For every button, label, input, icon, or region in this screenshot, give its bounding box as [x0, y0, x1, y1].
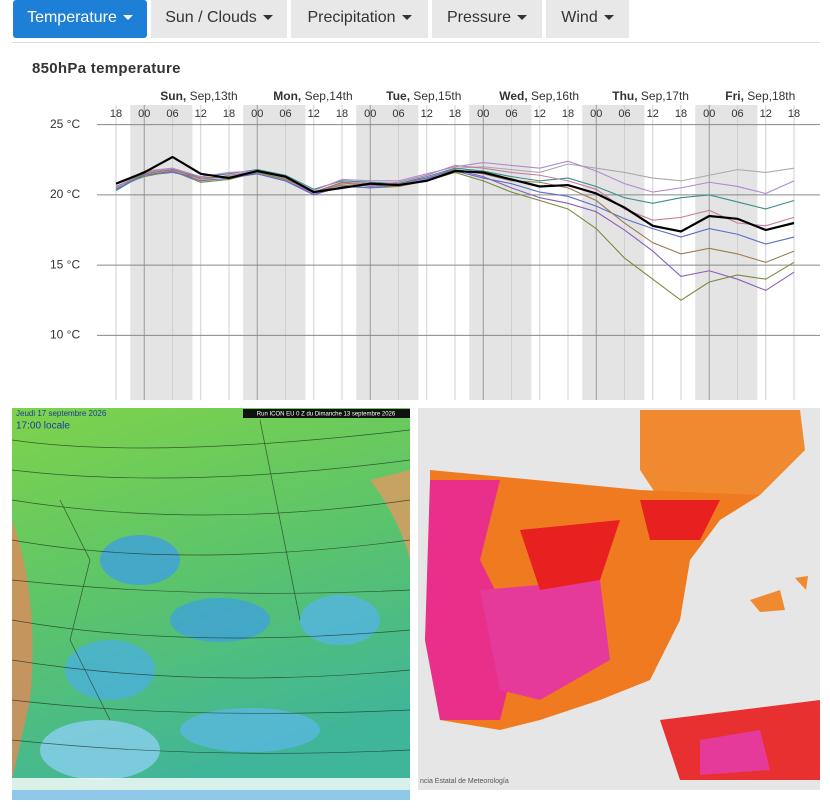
x-tick-label: 12: [195, 108, 207, 120]
series-line: [115, 160, 795, 195]
map-credit: ncia Estatal de Meteorología: [420, 778, 509, 785]
tab[interactable]: Wind: [546, 0, 629, 38]
map-time: 17:00 locale: [16, 421, 70, 432]
day-label: Wed, Sep,16th: [499, 89, 579, 103]
day-name: Mon,: [273, 89, 301, 103]
x-tick-label: 00: [138, 108, 150, 120]
x-tick-label: 06: [505, 108, 517, 120]
tab[interactable]: Precipitation: [291, 0, 428, 38]
day-label: Fri, Sep,18th: [725, 89, 795, 103]
x-tick-label: 18: [788, 108, 800, 120]
day-date: Sep,14th: [305, 89, 353, 103]
x-tick-label: 00: [477, 108, 489, 120]
tab-label: Pressure: [446, 9, 512, 26]
night-band: [469, 105, 532, 400]
y-tick-label: 25 °C: [50, 117, 80, 131]
day-date: Sep,17th: [641, 89, 689, 103]
night-band: [695, 105, 758, 400]
x-tick-label: 12: [647, 108, 659, 120]
temperature-map: ncia Estatal de Meteorología: [418, 408, 820, 790]
day-name: Sun,: [160, 89, 186, 103]
x-tick-label: 18: [336, 108, 348, 120]
tab-label: Sun / Clouds: [165, 9, 257, 26]
map-date: Jeudi 17 septembre 2026: [16, 409, 107, 418]
x-tick-label: 00: [251, 108, 263, 120]
day-name: Tue,: [386, 89, 410, 103]
day-label: Tue, Sep,15th: [386, 89, 461, 103]
day-name: Wed,: [499, 89, 527, 103]
day-label: Sun, Sep,13th: [160, 89, 237, 103]
x-tick-label: 18: [562, 108, 574, 120]
day-date: Sep,16th: [531, 89, 579, 103]
x-tick-label: 00: [364, 108, 376, 120]
divider: [12, 42, 820, 43]
series-line: [115, 167, 795, 210]
x-tick-label: 18: [110, 108, 122, 120]
x-tick-label: 06: [392, 108, 404, 120]
wind-map: Run ICON EU 0 Z du Dimanche 13 septembre…: [11, 408, 411, 800]
day-date: Sep,15th: [413, 89, 461, 103]
x-tick-label: 06: [166, 108, 178, 120]
tab-label: Precipitation: [307, 9, 396, 26]
x-tick-label: 06: [618, 108, 630, 120]
chart-title: 850hPa temperature: [32, 60, 181, 77]
tab[interactable]: Sun / Clouds: [151, 0, 287, 38]
y-tick-label: 10 °C: [50, 328, 80, 342]
x-tick-label: 12: [760, 108, 772, 120]
day-name: Thu,: [612, 89, 637, 103]
day-label: Thu, Sep,17th: [612, 89, 689, 103]
x-tick-label: 06: [731, 108, 743, 120]
x-tick-label: 18: [223, 108, 235, 120]
y-tick-label: 15 °C: [50, 257, 80, 271]
chart: 25 °C 20 °C 15 °C 10 °C 18 00 06 12 18 00 06 12 18 00…: [50, 89, 820, 400]
x-tick-label: 00: [703, 108, 715, 120]
day-date: Sep,18th: [747, 89, 795, 103]
x-tick-label: 12: [308, 108, 320, 120]
x-tick-label: 12: [534, 108, 546, 120]
x-tick-label: 12: [421, 108, 433, 120]
series-line: [115, 169, 795, 263]
y-tick-label: 20 °C: [50, 187, 80, 201]
series-line: [115, 170, 795, 301]
day-name: Fri,: [725, 89, 744, 103]
x-tick-label: 18: [675, 108, 687, 120]
x-tick-label: 00: [590, 108, 602, 120]
night-band: [582, 105, 645, 400]
tab-label: Temperature: [27, 9, 117, 26]
night-band: [243, 105, 306, 400]
day-date: Sep,13th: [190, 89, 238, 103]
night-band: [130, 105, 193, 400]
series-line: [115, 164, 795, 227]
night-band: [356, 105, 419, 400]
map-run: Run ICON EU 0 Z du Dimanche 13 septembre…: [257, 412, 396, 418]
day-label: Mon, Sep,14th: [273, 89, 352, 103]
tab[interactable]: Pressure: [432, 0, 542, 38]
tab-label: Wind: [561, 9, 598, 26]
series-line: [115, 155, 795, 233]
x-tick-label: 06: [279, 108, 291, 120]
tab[interactable]: Temperature: [13, 0, 147, 38]
x-tick-label: 18: [449, 108, 461, 120]
